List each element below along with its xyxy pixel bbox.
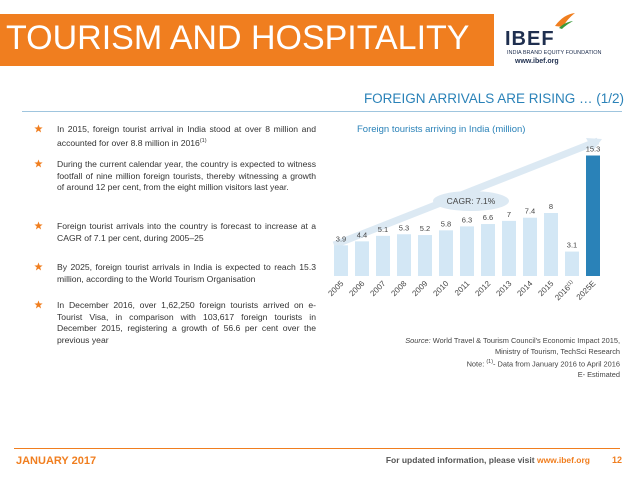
x-tick-label: 2014 [515, 279, 534, 298]
chart-bar [418, 235, 432, 276]
footer-note-text: For updated information, please visit [385, 455, 537, 465]
section-subtitle: FOREIGN ARRIVALS ARE RISING … (1/2) [363, 91, 624, 106]
star-bullet-icon [34, 300, 43, 309]
bullet-item: By 2025, foreign tourist arrivals in Ind… [34, 262, 316, 285]
bullet-item: In December 2016, over 1,62,250 foreign … [34, 300, 316, 346]
bullet-text: Foreign tourist arrivals into the countr… [57, 221, 316, 243]
bird-icon [555, 13, 575, 29]
x-tick-label: 2012 [473, 279, 492, 298]
chart-bar [439, 230, 453, 276]
page-number: 12 [611, 455, 622, 465]
chart-title: Foreign tourists arriving in India (mill… [357, 124, 526, 135]
note-text: - Data from January 2016 to April 2016 [493, 359, 620, 369]
x-tick-label: 2006 [347, 279, 366, 298]
bar-chart: 3.9 2005 4.4 2006 5.1 2007 5.3 2008 5.2 2009 5.8 20… [326, 137, 602, 303]
x-tick-label: 2025E [575, 279, 598, 302]
chart-bar [502, 220, 516, 276]
x-tick-footnote-mark: (1) [566, 279, 575, 288]
source-text: World Travel & Tourism Council's Economi… [430, 336, 620, 345]
bar-value-label: 4.4 [357, 230, 367, 239]
chart-bar [460, 226, 474, 276]
logo-url: www.ibef.org [515, 58, 559, 65]
bar-value-label: 8 [549, 202, 553, 211]
bar-value-label: 5.1 [378, 225, 388, 234]
chart-bar [586, 155, 600, 276]
note-footnote-mark: (1) [486, 359, 494, 365]
star-bullet-icon [34, 159, 43, 168]
chart-bar [481, 224, 495, 276]
bar-value-label: 7 [507, 210, 511, 219]
header-band [0, 14, 494, 66]
bullet-text: During the current calendar year, the co… [57, 159, 316, 192]
bar-value-label: 7.4 [525, 207, 535, 216]
star-bullet-icon [34, 124, 43, 133]
bar-value-label: 5.3 [399, 223, 409, 232]
source-label: Source: [405, 336, 431, 345]
x-tick-label: 2005 [326, 279, 345, 298]
footer-divider [14, 448, 620, 449]
bullet-footnote-mark: (1) [199, 137, 207, 144]
cagr-annotation: CAGR: 7.1% [447, 196, 496, 206]
bullet-item: Foreign tourist arrivals into the countr… [34, 221, 316, 244]
trend-arrow-head [586, 138, 602, 151]
x-tick-label: 2007 [368, 279, 387, 298]
bar-value-label: 6.6 [483, 213, 493, 222]
bullet-text: By 2025, foreign tourist arrivals in Ind… [57, 262, 316, 284]
source-line-1: Source: World Travel & Tourism Council's… [405, 336, 620, 347]
chart-bar [565, 251, 579, 276]
bullet-text: In 2015, foreign tourist arrival in Indi… [57, 124, 316, 148]
chart-bar [376, 235, 390, 276]
cagr-bubble [433, 191, 509, 211]
x-tick-label: 2008 [389, 279, 408, 298]
x-tick-label: 2011 [453, 279, 472, 298]
logo-text: IBEF [505, 28, 555, 50]
source-line-3: Note: (1)- Data from January 2016 to Apr… [405, 357, 620, 370]
bar-value-label: 3.1 [567, 241, 577, 250]
x-tick-label: 2009 [410, 279, 429, 298]
chart-bar [355, 241, 369, 276]
bullet-item: In 2015, foreign tourist arrival in Indi… [34, 124, 316, 149]
star-bullet-icon [34, 221, 43, 230]
bar-value-label: 6.3 [462, 215, 472, 224]
footer-date: JANUARY 2017 [16, 455, 97, 467]
chart-bar [397, 234, 411, 276]
footer-note: For updated information, please visit ww… [386, 455, 590, 465]
source-note: Source: World Travel & Tourism Council's… [405, 336, 620, 380]
source-line-4: E- Estimated [577, 369, 620, 379]
source-line-2: Ministry of Tourism, TechSci Research [495, 346, 620, 356]
bullet-item: During the current calendar year, the co… [34, 159, 316, 194]
bar-value-label: 5.2 [420, 224, 430, 233]
page-title: TOURISM AND HOSPITALITY [6, 19, 470, 57]
bullet-text: In December 2016, over 1,62,250 foreign … [57, 300, 316, 345]
ibef-logo: IBEF INDIA BRAND EQUITY FOUNDATION www.i… [505, 12, 633, 68]
bar-value-label: 15.3 [586, 145, 601, 154]
logo-subtext: INDIA BRAND EQUITY FOUNDATION [507, 50, 602, 56]
x-tick-label: 2016(1) [553, 279, 577, 303]
chart-bar [544, 213, 558, 276]
bar-value-label: 3.9 [336, 234, 346, 243]
star-bullet-icon [34, 262, 43, 271]
subtitle-divider [22, 111, 622, 112]
bar-value-label: 5.8 [441, 219, 451, 228]
chart-bar [523, 217, 537, 276]
chart-bar [334, 245, 348, 276]
note-label: Note: [466, 359, 487, 369]
x-tick-label: 2013 [494, 279, 513, 298]
footer-link[interactable]: www.ibef.org [536, 455, 590, 465]
x-tick-label: 2010 [431, 279, 450, 298]
